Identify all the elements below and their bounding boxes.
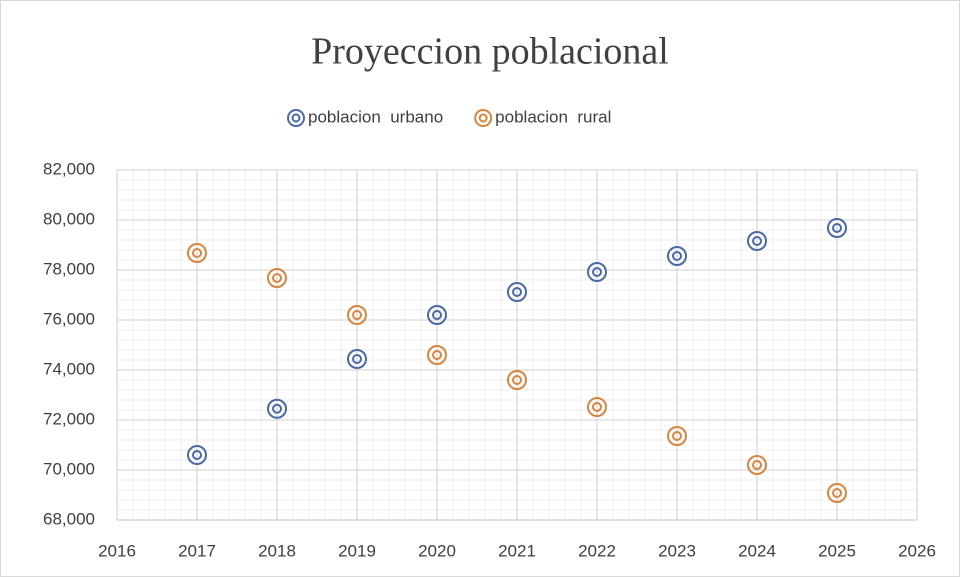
point [667, 246, 687, 266]
point-inner [272, 403, 282, 414]
point-outer [507, 370, 527, 390]
point [827, 483, 847, 503]
point-outer [187, 445, 207, 465]
point-inner [352, 310, 362, 320]
legend-marker-outer [287, 109, 305, 127]
point-inner [512, 287, 522, 297]
point [587, 397, 607, 417]
point [187, 243, 207, 263]
x-tick-label: 2021 [498, 541, 536, 560]
x-tick-label: 2018 [258, 541, 296, 560]
point-inner [192, 248, 202, 258]
point-outer [507, 282, 527, 302]
point-inner [432, 350, 442, 360]
point-outer [667, 246, 687, 266]
legend-label: poblacion urbano [308, 107, 443, 126]
point-outer [587, 397, 607, 417]
point [347, 305, 367, 325]
point-outer [267, 398, 287, 419]
point-outer [667, 426, 687, 446]
point-inner [752, 236, 762, 246]
point [187, 445, 207, 465]
y-tick-label: 82,000 [43, 159, 95, 178]
point-inner [832, 488, 842, 498]
legend-item: poblacion rural [474, 107, 611, 127]
legend-marker-inner [291, 113, 301, 123]
y-tick-label: 72,000 [43, 409, 95, 428]
y-tick-label: 74,000 [43, 359, 95, 378]
chart-title: Proyeccion poblacional [311, 31, 669, 73]
x-tick-label: 2017 [178, 541, 216, 560]
point-inner [192, 450, 202, 460]
point-outer [827, 218, 847, 238]
point-outer [187, 243, 207, 263]
x-tick-label: 2024 [738, 541, 776, 560]
x-tick-label: 2026 [898, 541, 936, 560]
y-tick-label: 80,000 [43, 209, 95, 228]
x-tick-label: 2022 [578, 541, 616, 560]
point [427, 305, 447, 325]
point [667, 426, 687, 446]
legend-item: poblacion urbano [287, 107, 443, 127]
point-inner [672, 431, 682, 441]
point-inner [432, 310, 442, 320]
point [587, 262, 607, 282]
y-tick-label: 78,000 [43, 259, 95, 278]
point-inner [352, 354, 362, 364]
legend-label: poblacion rural [495, 107, 611, 126]
legend-marker-inner [478, 113, 488, 123]
point [507, 370, 527, 390]
point-outer [267, 268, 287, 288]
point [507, 282, 527, 302]
point-outer [747, 455, 767, 475]
x-tick-label: 2019 [338, 541, 376, 560]
point-inner [512, 375, 522, 385]
point [827, 218, 847, 238]
point-inner [752, 460, 762, 470]
y-tick-label: 76,000 [43, 309, 95, 328]
point [427, 345, 447, 365]
point-outer [747, 231, 767, 251]
y-tick-label: 70,000 [43, 459, 95, 478]
y-tick-label: 68,000 [43, 509, 95, 528]
point-inner [272, 273, 282, 283]
point-inner [832, 223, 842, 233]
point-inner [592, 402, 602, 412]
point-outer [347, 349, 367, 369]
point-outer [587, 262, 607, 282]
point [747, 455, 767, 475]
point [747, 231, 767, 251]
x-tick-label: 2020 [418, 541, 456, 560]
point-inner [672, 251, 682, 261]
x-tick-label: 2025 [818, 541, 856, 560]
x-tick-label: 2023 [658, 541, 696, 560]
point-outer [827, 483, 847, 503]
point [267, 398, 287, 419]
x-tick-label: 2016 [98, 541, 136, 560]
point-outer [427, 345, 447, 365]
point-outer [427, 305, 447, 325]
legend-marker-outer [474, 109, 493, 127]
point-inner [592, 267, 602, 277]
point [347, 349, 367, 369]
point-outer [347, 305, 367, 325]
point [267, 268, 287, 288]
